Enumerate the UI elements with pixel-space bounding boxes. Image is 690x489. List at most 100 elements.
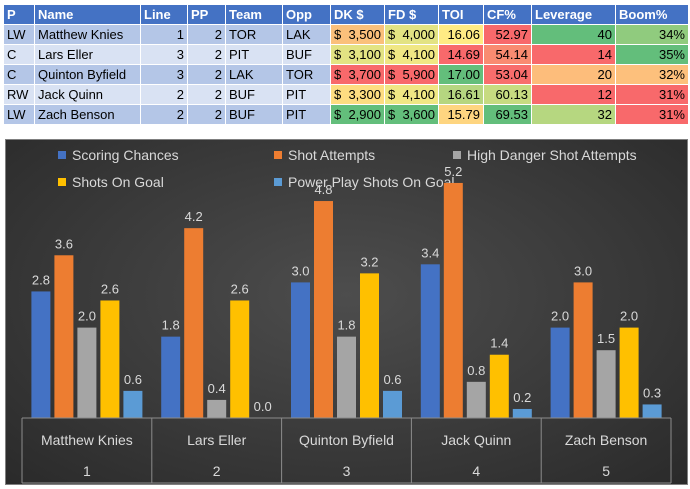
bar	[207, 399, 227, 418]
bar	[466, 381, 486, 418]
data-label: 2.0	[78, 309, 96, 324]
money-value: 5,900	[402, 67, 435, 82]
data-label: 2.0	[551, 309, 569, 324]
table-row: C Quinton Byfield 3 2 LAK TOR $3,700 $5,900 17.0…	[3, 64, 689, 85]
legend-label: High Danger Shot Attempts	[467, 147, 637, 163]
currency-symbol: $	[388, 27, 396, 42]
category-number-label: 1	[83, 463, 91, 479]
data-label: 0.8	[467, 363, 485, 378]
category-label: Matthew Knies	[41, 432, 133, 448]
column-header: Boom%	[615, 4, 689, 25]
bar	[54, 255, 74, 418]
chart-panel: Scoring Chances Shot Attempts High Danger …	[5, 139, 688, 485]
table-row: LW Matthew Knies 1 2 TOR LAK $3,500 $4,000 16.06…	[3, 24, 689, 45]
data-label: 0.4	[208, 381, 226, 396]
cell-fd: $4,100	[384, 44, 439, 65]
legend-swatch	[58, 178, 66, 186]
cell-toi: 14.69	[438, 44, 484, 65]
table-row: RW Jack Quinn 2 2 BUF PIT $3,300 $4,100 16.61 60.…	[3, 84, 689, 105]
cell-leverage: 12	[531, 84, 616, 105]
cell-team: TOR	[225, 24, 283, 45]
cell-line: 1	[140, 24, 188, 45]
cell-line: 3	[140, 44, 188, 65]
cell-leverage: 14	[531, 44, 616, 65]
cell-fd: $3,600	[384, 104, 439, 125]
cell-leverage: 32	[531, 104, 616, 125]
legend-swatch	[453, 151, 461, 159]
data-label: 3.6	[55, 236, 73, 251]
money-value: 2,900	[348, 107, 381, 122]
legend-swatch	[274, 151, 282, 159]
player-stats-table: P Name Line PP Team Opp DK $ FD $ TOI CF% Leverage…	[3, 4, 689, 125]
data-label: 0.6	[124, 372, 142, 387]
cell-pp: 2	[187, 84, 226, 105]
cell-pos: LW	[3, 24, 35, 45]
data-label: 3.0	[291, 263, 309, 278]
cell-line: 2	[140, 84, 188, 105]
bar	[161, 336, 181, 418]
data-label: 1.4	[490, 336, 508, 351]
cell-opp: PIT	[282, 104, 331, 125]
currency-symbol: $	[334, 27, 342, 42]
data-label: 2.0	[620, 309, 638, 324]
cell-name: Matthew Knies	[34, 24, 141, 45]
category-number-label: 4	[472, 463, 480, 479]
data-label: 1.8	[337, 318, 355, 333]
cell-boom: 31%	[615, 104, 689, 125]
legend-label: Scoring Chances	[72, 147, 179, 163]
data-label: 3.4	[421, 245, 439, 260]
bar-chart: Scoring Chances Shot Attempts High Danger …	[21, 147, 672, 484]
cell-pos: RW	[3, 84, 35, 105]
cell-opp: LAK	[282, 24, 331, 45]
cell-line: 3	[140, 64, 188, 85]
cell-team: LAK	[225, 64, 283, 85]
cell-cf: 54.14	[483, 44, 532, 65]
bar	[337, 336, 356, 418]
cell-pos: C	[3, 64, 35, 85]
bar	[77, 327, 97, 418]
cell-name: Zach Benson	[34, 104, 141, 125]
column-header: CF%	[483, 4, 532, 25]
table-row: LW Zach Benson 2 2 BUF PIT $2,900 $3,600 15.79 69…	[3, 104, 689, 125]
column-header: Line	[140, 4, 188, 25]
cell-name: Lars Eller	[34, 44, 141, 65]
cell-fd: $4,100	[384, 84, 439, 105]
bar	[383, 390, 402, 418]
bar	[123, 390, 143, 418]
data-label: 0.6	[383, 372, 401, 387]
cell-cf: 53.04	[483, 64, 532, 85]
category-number-label: 2	[213, 463, 221, 479]
cell-name: Jack Quinn	[34, 84, 141, 105]
cell-team: PIT	[225, 44, 283, 65]
money-value: 4,000	[402, 27, 435, 42]
bar	[550, 327, 570, 418]
data-label: 2.6	[101, 281, 119, 296]
table-header-row: P Name Line PP Team Opp DK $ FD $ TOI CF% Leverage…	[3, 4, 689, 25]
column-header: Name	[34, 4, 141, 25]
cell-boom: 31%	[615, 84, 689, 105]
cell-line: 2	[140, 104, 188, 125]
data-label: 5.2	[444, 164, 462, 179]
cell-pos: C	[3, 44, 35, 65]
column-header: Leverage	[531, 4, 616, 25]
column-header: P	[3, 4, 35, 25]
money-value: 3,100	[348, 47, 381, 62]
cell-boom: 32%	[615, 64, 689, 85]
category-number-label: 5	[602, 463, 610, 479]
data-label: 0.2	[513, 390, 531, 405]
bar	[489, 354, 509, 418]
category-label: Quinton Byfield	[299, 432, 394, 448]
data-label: 1.8	[162, 318, 180, 333]
category-label: Zach Benson	[565, 432, 648, 448]
category-number-label: 3	[343, 463, 351, 479]
column-header: TOI	[438, 4, 484, 25]
currency-symbol: $	[334, 67, 342, 82]
legend-label: Shot Attempts	[288, 147, 375, 163]
bar	[291, 282, 310, 418]
cell-team: BUF	[225, 84, 283, 105]
currency-symbol: $	[388, 67, 396, 82]
cell-boom: 34%	[615, 24, 689, 45]
currency-symbol: $	[388, 47, 396, 62]
column-header: PP	[187, 4, 226, 25]
column-header: Team	[225, 4, 283, 25]
